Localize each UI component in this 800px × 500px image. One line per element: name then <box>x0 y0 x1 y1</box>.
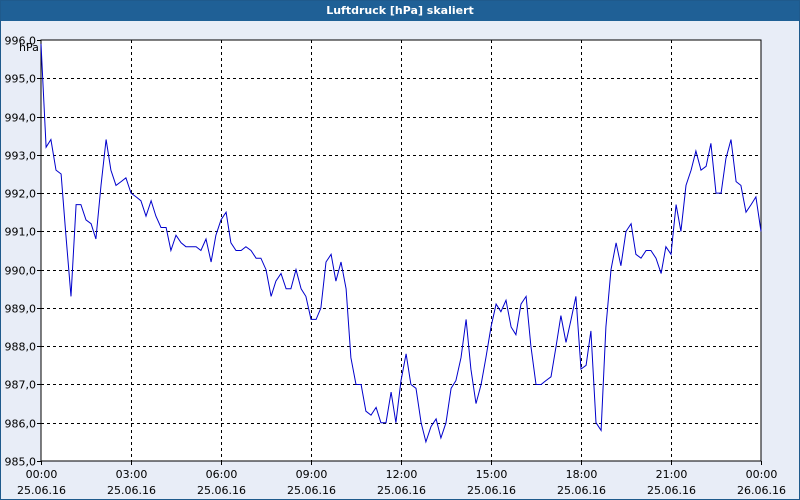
x-tick-date: 25.06.16 <box>377 484 426 497</box>
x-tick-date: 26.06.16 <box>737 484 786 497</box>
x-tick-date: 25.06.16 <box>17 484 66 497</box>
x-tick-time: 12:00 <box>386 468 418 481</box>
y-axis: 996,0 995,0 994,0 993,0 992,0 991,0 990,0 989,0… <box>5 35 41 469</box>
x-tick-time: 00:00 <box>26 468 58 481</box>
y-tick-label: 994,0 <box>5 112 37 125</box>
x-tick-time: 00:00 <box>746 468 778 481</box>
x-tick-date: 25.06.16 <box>197 484 246 497</box>
x-tick-time: 21:00 <box>656 468 688 481</box>
x-tick-time: 15:00 <box>476 468 508 481</box>
y-tick-label: 986,0 <box>5 418 37 431</box>
y-tick-label: 996,0 <box>5 35 37 48</box>
x-tick-date: 25.06.16 <box>107 484 156 497</box>
x-tick-time: 18:00 <box>566 468 598 481</box>
x-tick-time: 06:00 <box>206 468 238 481</box>
x-axis: 00:00 25.06.16 03:00 25.06.16 06:00 25.06.16 0… <box>17 461 786 497</box>
x-tick-date: 25.06.16 <box>557 484 606 497</box>
x-tick-time: 09:00 <box>296 468 328 481</box>
y-tick-label: 993,0 <box>5 150 37 163</box>
y-tick-label: 995,0 <box>5 73 37 86</box>
x-tick-date: 25.06.16 <box>287 484 336 497</box>
y-tick-label: 991,0 <box>5 226 37 239</box>
chart-title: Luftdruck [hPa] skaliert <box>1 1 799 21</box>
x-tick-date: 25.06.16 <box>467 484 516 497</box>
y-tick-label: 992,0 <box>5 188 37 201</box>
series-line <box>40 43 762 444</box>
y-tick-label: 989,0 <box>5 303 37 316</box>
y-tick-label: 988,0 <box>5 341 37 354</box>
x-tick-time: 03:00 <box>116 468 148 481</box>
y-tick-label: 985,0 <box>5 456 37 469</box>
y-tick-label: 990,0 <box>5 265 37 278</box>
x-tick-date: 25.06.16 <box>647 484 696 497</box>
y-axis-label: hPa <box>19 41 39 54</box>
y-tick-label: 987,0 <box>5 379 37 392</box>
